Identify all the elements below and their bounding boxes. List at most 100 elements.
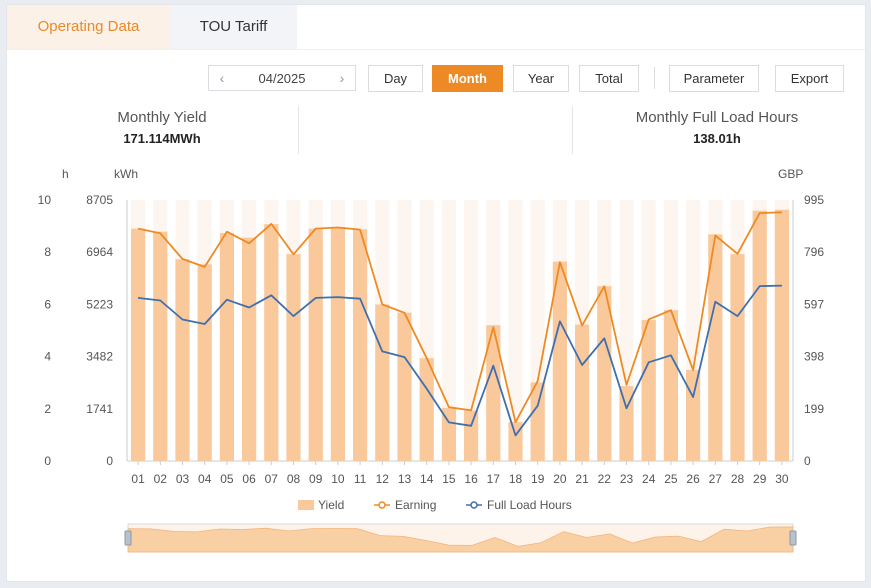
yield-bar — [241, 237, 257, 461]
x-tick-label: 23 — [620, 472, 634, 486]
y-tick-kwh: 0 — [106, 454, 113, 468]
month-picker-value[interactable]: 04/2025 — [258, 70, 306, 86]
export-button[interactable]: Export — [775, 65, 844, 92]
chevron-left-icon[interactable]: ‹ — [219, 70, 225, 86]
y-tick-gbp: 199 — [804, 402, 824, 416]
y-tick-h: 6 — [44, 297, 51, 311]
full-load-hours-line — [137, 284, 782, 437]
navigator-handle-right — [789, 530, 797, 546]
yield-bar — [197, 264, 212, 461]
y-tick-gbp: 0 — [804, 454, 811, 468]
yield-bar — [486, 325, 501, 461]
monthly-yield-stat: Monthly Yield 171.114MWh — [67, 109, 257, 146]
x-tick-label: 01 — [131, 472, 145, 486]
tab-tou-tariff[interactable]: TOU Tariff — [170, 5, 297, 49]
tab-operating-data[interactable]: Operating Data — [7, 5, 170, 49]
axis-unit-h: h — [62, 167, 69, 181]
monthly-yield-value: 171.114MWh — [123, 131, 201, 146]
x-tick-label: 03 — [176, 472, 190, 486]
x-tick-label: 13 — [398, 472, 412, 486]
yield-bar — [219, 233, 235, 461]
x-tick-label: 05 — [220, 472, 234, 486]
tab-bar: Operating Data TOU Tariff — [7, 5, 297, 49]
y-tick-kwh: 8705 — [86, 193, 113, 207]
yield-bar — [264, 224, 279, 461]
legend-earning-marker — [378, 501, 386, 509]
yield-bar — [619, 386, 634, 461]
x-tick-label: 21 — [575, 472, 589, 486]
earning-line — [137, 211, 782, 424]
y-tick-h: 0 — [44, 454, 51, 468]
x-tick-label: 15 — [442, 472, 456, 486]
year-button[interactable]: Year — [513, 65, 569, 92]
x-tick-label: 28 — [731, 472, 745, 486]
chevron-right-icon[interactable]: › — [339, 70, 345, 86]
x-tick-label: 25 — [664, 472, 678, 486]
legend-flh-label: Full Load Hours — [487, 498, 572, 512]
x-tick-label: 22 — [598, 472, 612, 486]
month-button[interactable]: Month — [432, 65, 503, 92]
axis-unit-kwh: kWh — [114, 167, 138, 181]
stat-divider-left — [298, 106, 299, 154]
x-tick-label: 27 — [709, 472, 723, 486]
navigator-handle-left — [124, 530, 132, 546]
yield-bar — [286, 254, 301, 461]
y-tick-h: 10 — [38, 193, 52, 207]
x-tick-label: 29 — [753, 472, 767, 486]
bar-background — [508, 200, 523, 461]
yield-bar — [685, 369, 701, 461]
parameter-button[interactable]: Parameter — [669, 65, 759, 92]
legend-yield-label: Yield — [318, 498, 344, 512]
x-tick-label: 07 — [265, 472, 279, 486]
legend-flh-marker — [470, 501, 478, 509]
toolbar: ‹ 04/2025 › Day Month Year Total Paramet… — [7, 65, 865, 93]
y-tick-gbp: 597 — [804, 297, 824, 311]
x-tick-label: 10 — [331, 472, 345, 486]
y-tick-h: 2 — [44, 402, 51, 416]
monthly-flh-value: 138.01h — [693, 131, 741, 146]
x-tick-label: 12 — [376, 472, 390, 486]
axis-unit-gbp: GBP — [778, 167, 803, 181]
yield-bar — [552, 261, 568, 461]
yield-bar — [752, 210, 767, 461]
navigator-area — [127, 526, 794, 553]
x-tick-label: 20 — [553, 472, 567, 486]
day-button[interactable]: Day — [368, 65, 423, 92]
bar-background — [441, 200, 457, 461]
total-button[interactable]: Total — [579, 65, 639, 92]
x-tick-label: 17 — [487, 472, 501, 486]
yield-bar — [419, 358, 434, 461]
monthly-yield-label: Monthly Yield — [117, 109, 207, 126]
yield-bar — [730, 254, 745, 461]
x-tick-label: 19 — [531, 472, 545, 486]
yield-bar — [530, 382, 545, 461]
monthly-flh-stat: Monthly Full Load Hours 138.01h — [607, 109, 827, 146]
legend-yield-swatch — [298, 500, 314, 510]
yield-bar — [308, 228, 323, 461]
yield-bar — [441, 407, 457, 461]
x-tick-label: 18 — [509, 472, 523, 486]
x-tick-label: 02 — [154, 472, 168, 486]
x-tick-label: 16 — [464, 472, 478, 486]
y-tick-gbp: 398 — [804, 350, 824, 364]
y-tick-gbp: 796 — [804, 245, 824, 259]
y-tick-h: 8 — [44, 245, 51, 259]
legend-earning-label: Earning — [395, 498, 436, 512]
toolbar-separator — [654, 67, 655, 89]
y-tick-kwh: 1741 — [86, 402, 113, 416]
tab-divider — [7, 49, 865, 50]
yield-bar — [352, 229, 368, 461]
stat-divider-right — [572, 106, 573, 154]
yield-bar — [663, 310, 679, 461]
x-tick-label: 11 — [354, 472, 367, 486]
yield-bar — [774, 209, 790, 461]
month-picker[interactable]: ‹ 04/2025 › — [208, 65, 356, 91]
y-tick-gbp: 995 — [804, 193, 824, 207]
monthly-flh-label: Monthly Full Load Hours — [635, 109, 799, 126]
yield-bar — [708, 234, 723, 461]
x-tick-label: 08 — [287, 472, 301, 486]
x-tick-label: 06 — [242, 472, 256, 486]
yield-bar — [130, 228, 146, 461]
x-tick-label: 24 — [642, 472, 656, 486]
